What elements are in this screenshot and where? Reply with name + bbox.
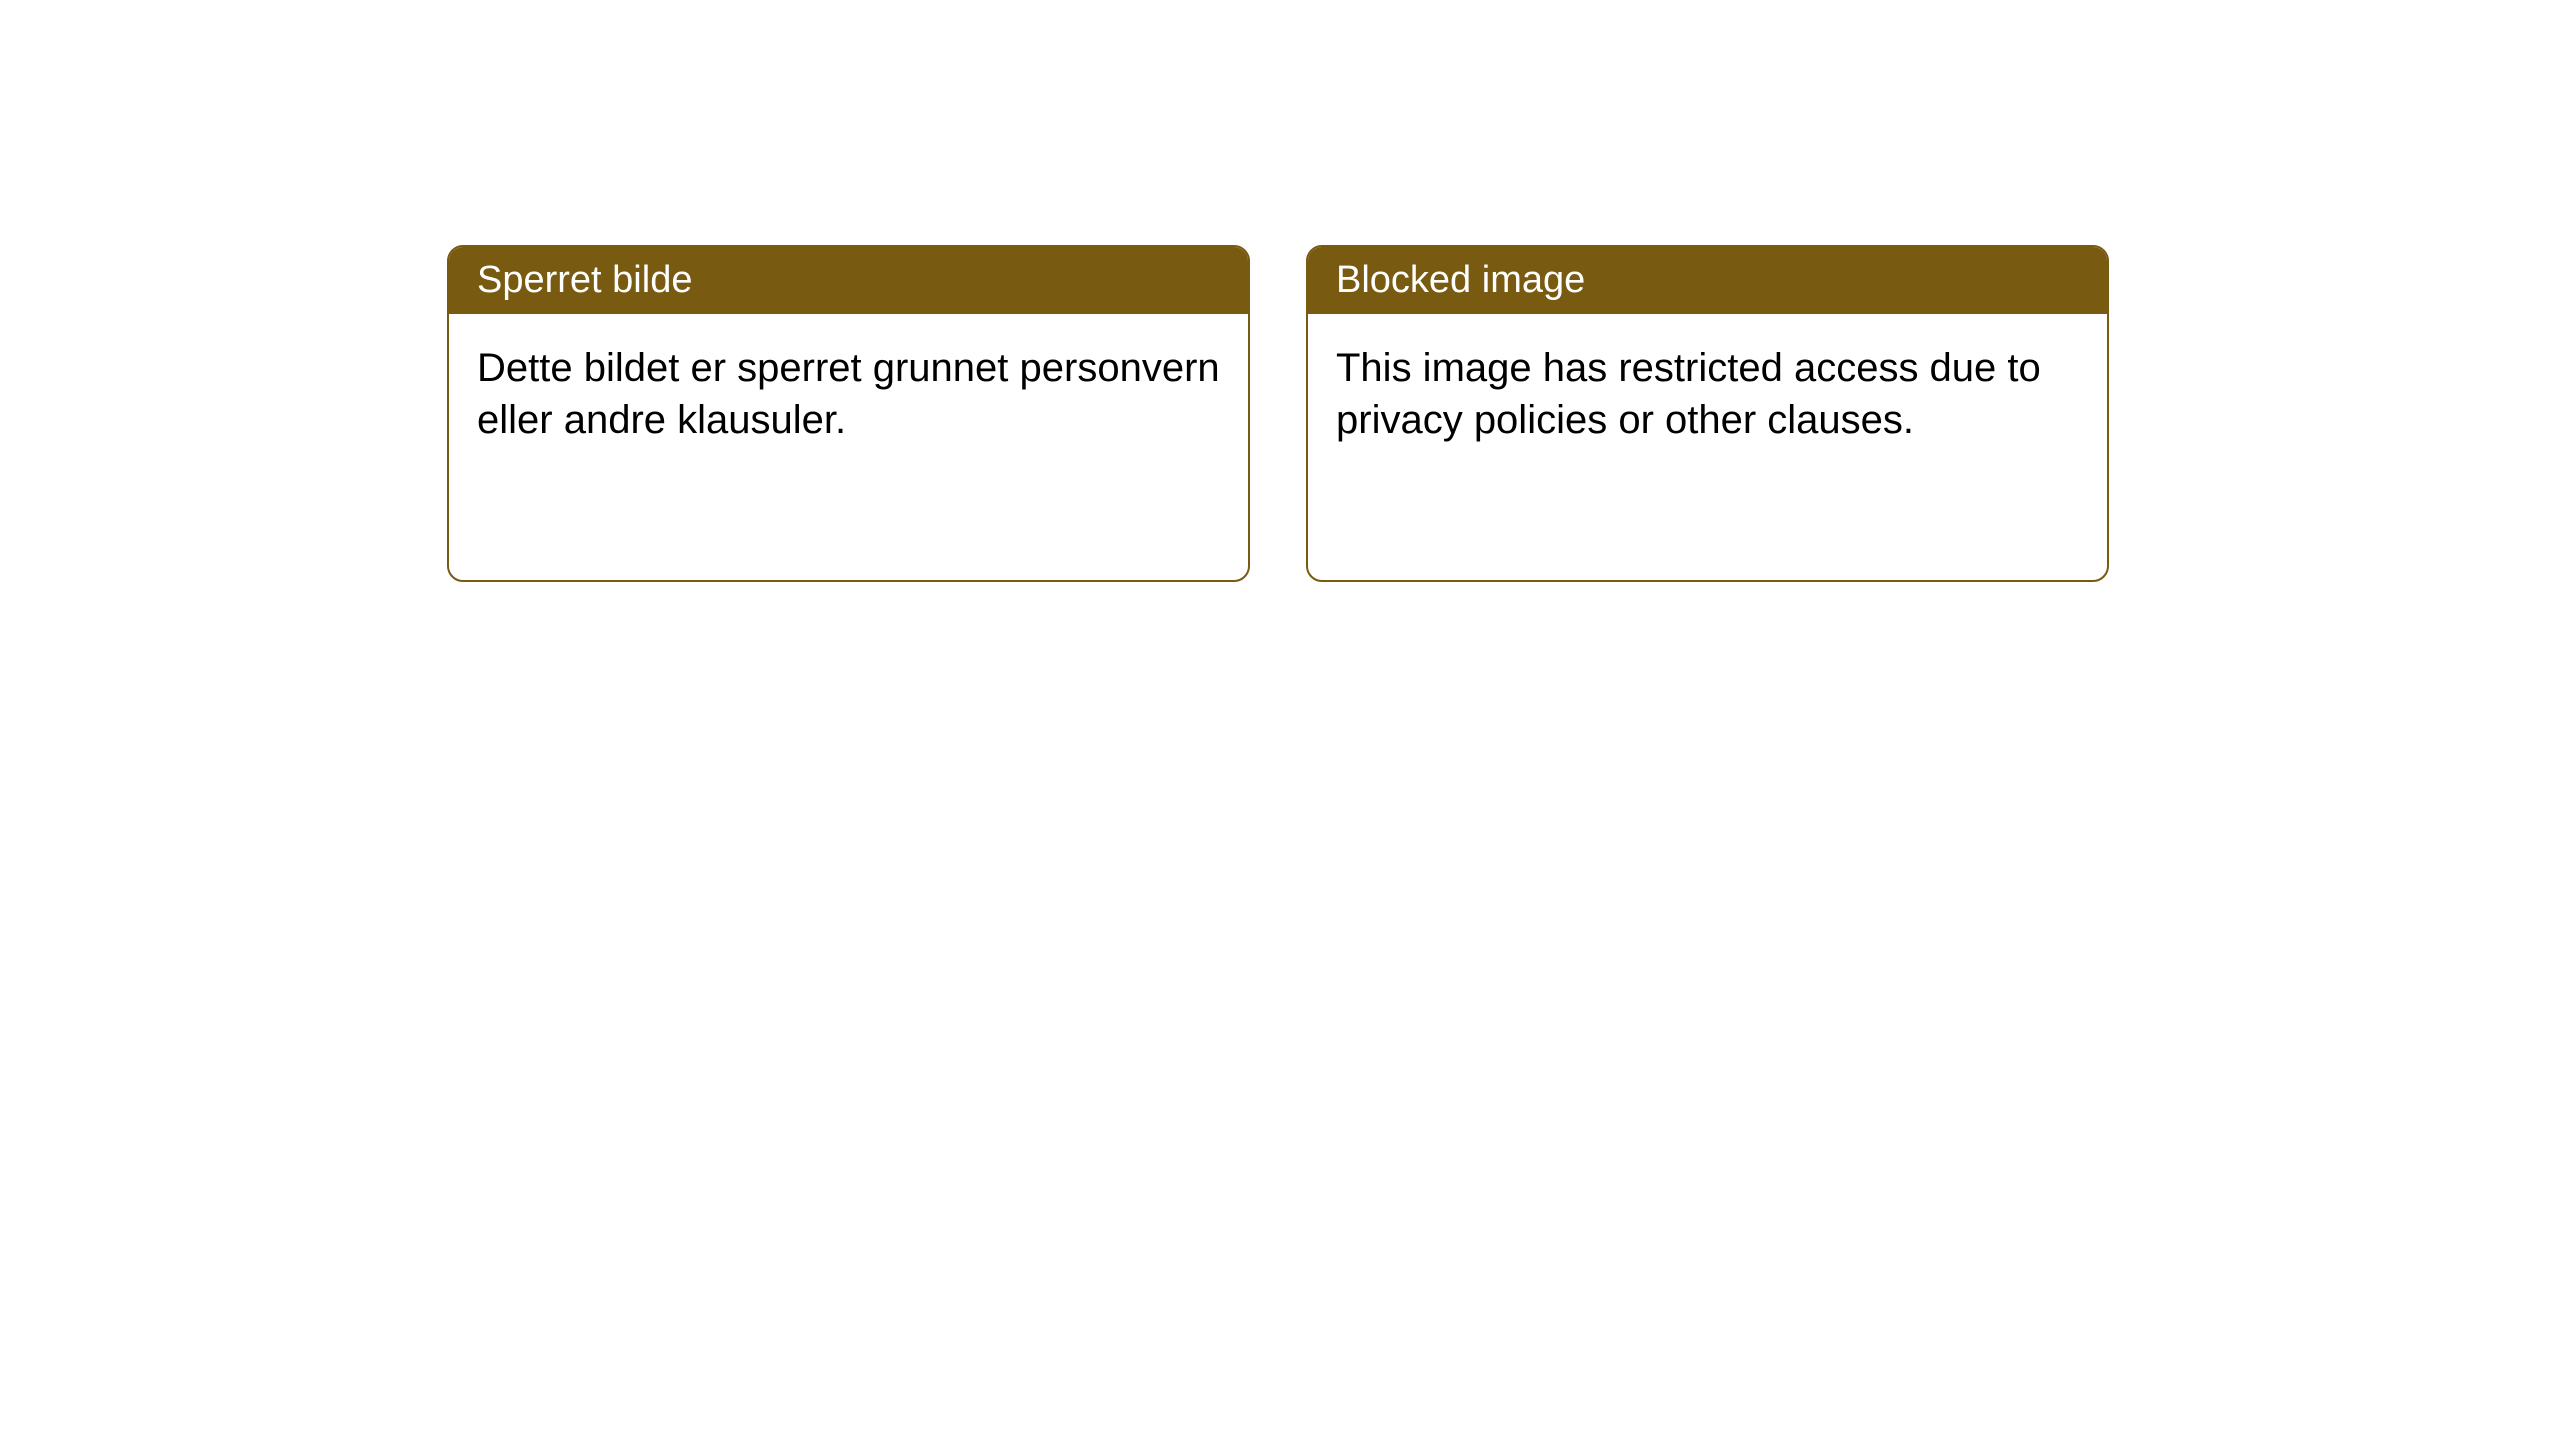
notice-title-norwegian: Sperret bilde (449, 247, 1248, 314)
notice-card-norwegian: Sperret bilde Dette bildet er sperret gr… (447, 245, 1250, 582)
notice-body-english: This image has restricted access due to … (1308, 314, 2107, 474)
notice-body-norwegian: Dette bildet er sperret grunnet personve… (449, 314, 1248, 474)
notice-title-english: Blocked image (1308, 247, 2107, 314)
notice-card-english: Blocked image This image has restricted … (1306, 245, 2109, 582)
notice-container: Sperret bilde Dette bildet er sperret gr… (447, 245, 2109, 582)
